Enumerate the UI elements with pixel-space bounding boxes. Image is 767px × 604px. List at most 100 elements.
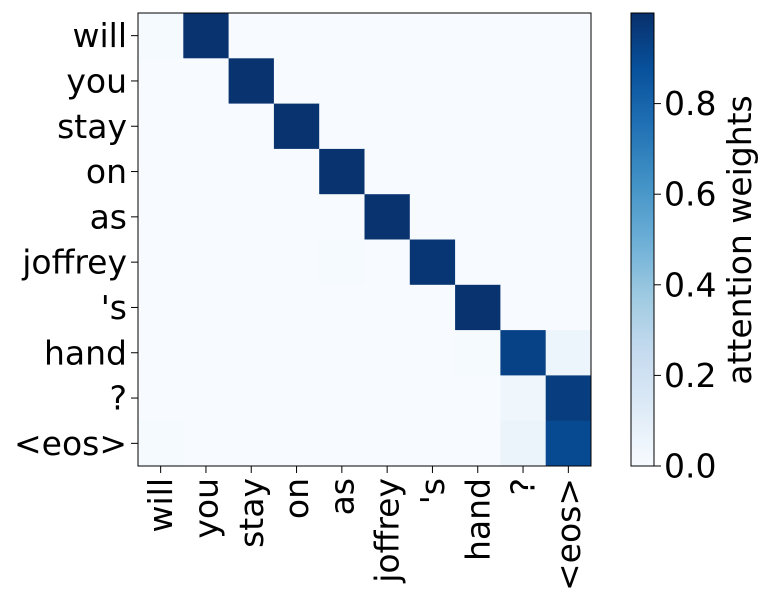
heatmap-cell [138, 13, 184, 59]
x-tick-label: 's [413, 478, 452, 504]
heatmap-cell [319, 375, 365, 422]
plot-frame [137, 12, 592, 467]
x-tick-label: you [186, 478, 225, 539]
heatmap-cell [500, 194, 547, 240]
heatmap-cell [183, 239, 230, 286]
heatmap-cell [500, 239, 547, 286]
heatmap-cell [364, 148, 411, 195]
heatmap-cell [409, 375, 456, 422]
heatmap-cell [183, 375, 230, 422]
heatmap-cell [545, 239, 592, 286]
y-tick-label: hand [44, 333, 127, 372]
heatmap-cell [545, 148, 592, 195]
heatmap-cell [545, 330, 592, 376]
colorbar-tick-label: 0.0 [664, 447, 716, 486]
y-tick-label: on [86, 152, 127, 191]
colorbar-label: attention weights [720, 95, 759, 384]
heatmap-cell [273, 103, 320, 150]
heatmap-cell [228, 284, 275, 331]
heatmap-cell [273, 420, 320, 467]
heatmap-cell [319, 103, 365, 150]
heatmap-cell [138, 239, 184, 286]
heatmap-cell [183, 148, 230, 195]
x-tick-label: on [277, 478, 316, 519]
heatmap-cell [545, 194, 592, 240]
heatmap-cell [409, 420, 456, 467]
heatmap-cell [455, 103, 501, 150]
heatmap-cell [273, 148, 320, 195]
heatmap-cell [183, 13, 230, 59]
heatmap-cell [273, 375, 320, 422]
heatmap-cell [273, 194, 320, 240]
heatmap-cell [138, 330, 184, 376]
heatmap-cell [138, 194, 184, 240]
heatmap-cell [545, 284, 592, 331]
heatmap-cell [500, 13, 547, 59]
heatmap-cell [228, 420, 275, 467]
x-tick-label: hand [458, 478, 497, 561]
heatmap-cell [500, 330, 547, 376]
heatmap-cell [455, 239, 501, 286]
heatmap-cell [364, 58, 411, 105]
y-tick-label: stay [57, 107, 127, 146]
heatmap-cell [409, 330, 456, 376]
heatmap-cell [319, 420, 365, 467]
colorbar-tick-label: 0.2 [664, 356, 716, 395]
x-tick-label: <eos> [549, 478, 588, 591]
heatmap-cell [364, 194, 411, 240]
heatmap-cell [545, 375, 592, 422]
y-tick-label: will [73, 16, 128, 55]
heatmap-cell [228, 330, 275, 376]
heatmap-cell [273, 239, 320, 286]
colorbar-tick-label: 0.6 [664, 175, 716, 214]
heatmap-cell [364, 330, 411, 376]
heatmap-cell [545, 420, 592, 467]
colorbar-gradient [630, 12, 655, 467]
y-axis-ticks: will you stay on as joffrey 's hand? <eos> [14, 16, 138, 463]
heatmap-cell [228, 239, 275, 286]
x-tick-label: stay [232, 478, 271, 548]
heatmap-cell [364, 103, 411, 150]
heatmap-cell [455, 13, 501, 59]
heatmap-cell [273, 13, 320, 59]
heatmap-cell [273, 284, 320, 331]
heatmap-cell [138, 284, 184, 331]
heatmap-cell [500, 420, 547, 467]
heatmap-cell [138, 420, 184, 467]
heatmap-cell [228, 148, 275, 195]
colorbar-tick-label: 0.4 [664, 265, 716, 304]
heatmap-cell [409, 58, 456, 105]
y-tick-label: joffrey [21, 243, 127, 282]
heatmap-cell [183, 284, 230, 331]
heatmap-cell [409, 239, 456, 286]
heatmap-cell [273, 58, 320, 105]
heatmap-cell [228, 58, 275, 105]
heatmap-cell [500, 58, 547, 105]
colorbar: 0.0 0.2 0.4 0.6 0.8 attention weights [630, 12, 759, 486]
x-axis-ticks: will you stay on as joffrey's hand? <eos> [141, 466, 588, 591]
heatmap-cell [455, 58, 501, 105]
heatmap-cell [545, 58, 592, 105]
heatmap-cell [364, 420, 411, 467]
heatmap-cell [500, 103, 547, 150]
heatmap-cell [500, 284, 547, 331]
heatmap-cell [228, 375, 275, 422]
heatmap-cell [455, 420, 501, 467]
heatmap-cell [183, 58, 230, 105]
y-tick-label: as [90, 197, 127, 236]
heatmap-cell [138, 375, 184, 422]
colorbar-ticks: 0.0 0.2 0.4 0.6 0.8 [654, 84, 716, 486]
heatmap-cell [319, 194, 365, 240]
heatmap-cell [228, 194, 275, 240]
heatmap-cell [364, 375, 411, 422]
heatmap-cell [409, 284, 456, 331]
heatmap-cell [183, 330, 230, 376]
heatmap-cell [409, 148, 456, 195]
heatmap-cell [455, 284, 501, 331]
y-tick-label: ? [109, 379, 127, 418]
heatmap-cell [183, 103, 230, 150]
heatmap-cell [455, 330, 501, 376]
x-tick-label: as [322, 478, 361, 515]
x-tick-label: joffrey [368, 478, 407, 584]
